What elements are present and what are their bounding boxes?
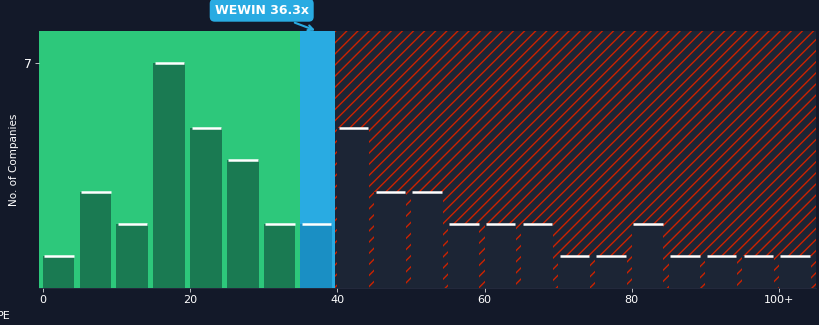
Bar [595, 256, 626, 288]
Bar [631, 224, 663, 288]
Bar [39, 32, 300, 288]
Bar [43, 256, 75, 288]
Bar [373, 192, 405, 288]
Bar [300, 32, 335, 288]
Bar [741, 256, 773, 288]
Bar [190, 128, 221, 288]
Bar [335, 32, 819, 288]
Bar [558, 256, 589, 288]
Bar [521, 224, 552, 288]
Bar [447, 224, 479, 288]
Y-axis label: No. of Companies: No. of Companies [9, 114, 19, 206]
Bar [300, 224, 332, 288]
Text: PE: PE [0, 311, 10, 321]
Bar [153, 63, 184, 288]
Bar [79, 192, 111, 288]
Bar [410, 192, 442, 288]
Bar [335, 32, 819, 288]
Bar [778, 256, 810, 288]
Bar [704, 256, 736, 288]
Bar [337, 128, 369, 288]
Bar [667, 256, 699, 288]
Text: WEWIN 36.3x: WEWIN 36.3x [215, 4, 313, 30]
Bar [227, 160, 258, 288]
Bar [116, 224, 148, 288]
Bar [484, 224, 516, 288]
Text: Industry Avg 37.0x: Industry Avg 37.0x [0, 324, 1, 325]
Bar [264, 224, 295, 288]
